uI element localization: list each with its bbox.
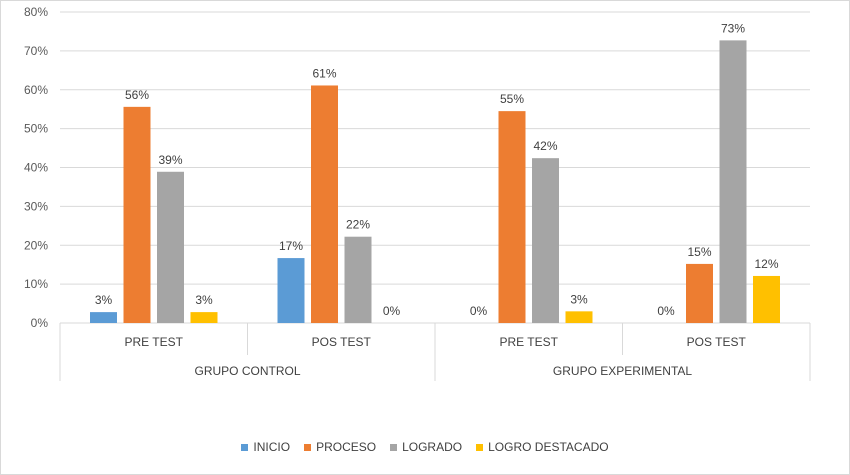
data-label: 73%: [721, 21, 745, 35]
bar-proceso: [311, 85, 338, 323]
data-label: 0%: [470, 304, 488, 318]
x-group-label: GRUPO EXPERIMENTAL: [553, 364, 692, 378]
bar-proceso: [686, 263, 713, 323]
bar-logrado: [157, 171, 184, 323]
x-group-label: GRUPO CONTROL: [194, 364, 300, 378]
legend-swatch: [476, 443, 484, 451]
y-tick-label: 0%: [31, 316, 49, 330]
data-label: 3%: [195, 293, 213, 307]
data-label: 15%: [687, 245, 711, 259]
y-tick-label: 30%: [24, 199, 48, 213]
chart-legend: INICIO PROCESO LOGRADO LOGRO DESTACADO: [0, 440, 850, 454]
bar-logro-destacado: [190, 312, 218, 323]
bar-proceso: [123, 106, 151, 323]
legend-item: INICIO: [241, 440, 290, 454]
data-label: 3%: [95, 293, 113, 307]
data-label: 39%: [158, 153, 182, 167]
y-tick-label: 20%: [24, 238, 48, 252]
data-label: 56%: [125, 88, 149, 102]
legend-label: LOGRADO: [402, 440, 463, 454]
y-tick-label: 50%: [24, 122, 48, 136]
data-label: 22%: [346, 218, 370, 232]
bar-logro-destacado: [753, 275, 780, 323]
data-label: 55%: [500, 92, 524, 106]
legend-item: LOGRO DESTACADO: [476, 440, 609, 454]
y-tick-label: 40%: [24, 161, 48, 175]
bar-logrado: [344, 236, 372, 323]
legend-label: INICIO: [253, 440, 291, 454]
legend-label: LOGRO DESTACADO: [488, 440, 609, 454]
legend-swatch: [241, 443, 249, 451]
data-label: 12%: [754, 257, 778, 271]
bar-logrado: [719, 40, 747, 323]
x-category-label: POS TEST: [687, 335, 747, 349]
legend-swatch: [304, 443, 312, 451]
bar-logro-destacado: [565, 311, 593, 323]
bar-proceso: [498, 111, 526, 323]
x-category-label: PRE TEST: [500, 335, 559, 349]
legend-swatch: [390, 443, 398, 451]
data-label: 0%: [383, 304, 401, 318]
bar-inicio: [277, 258, 305, 323]
data-label: 42%: [533, 139, 557, 153]
x-category-label: PRE TEST: [125, 335, 184, 349]
data-label: 17%: [279, 239, 303, 253]
y-tick-label: 70%: [24, 44, 48, 58]
y-tick-label: 80%: [24, 5, 48, 19]
y-tick-label: 10%: [24, 277, 48, 291]
data-label: 0%: [657, 304, 675, 318]
y-tick-label: 60%: [24, 83, 48, 97]
data-label: 61%: [312, 66, 336, 80]
bar-inicio: [90, 312, 117, 323]
data-label: 3%: [570, 292, 588, 306]
legend-item: PROCESO: [304, 440, 376, 454]
legend-item: LOGRADO: [390, 440, 462, 454]
legend-label: PROCESO: [316, 440, 377, 454]
bar-logrado: [532, 158, 559, 323]
x-category-label: POS TEST: [312, 335, 372, 349]
